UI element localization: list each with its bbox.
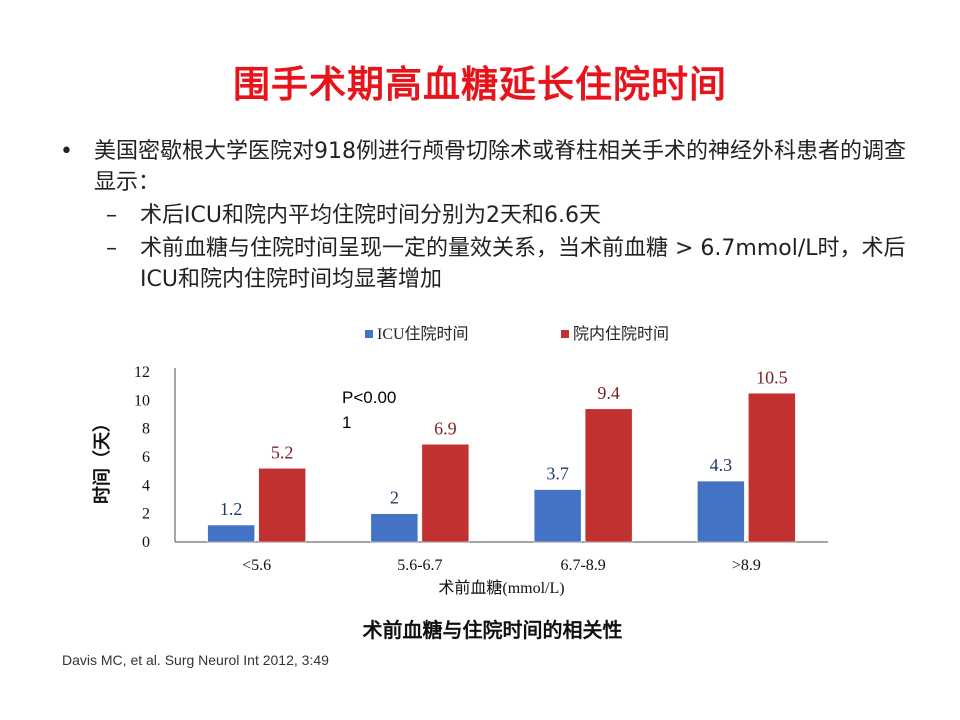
bar-chart: 0 2 4 6 8 10 12 时间（天） 1.2 5.2 <5.6 2 6.9 5.6-6.7 3.7 9.… [92, 325, 828, 597]
p-value-annotation-cont: 1 [342, 413, 351, 432]
bar-hospital [584, 408, 633, 543]
x-tick-label: <5.6 [242, 557, 271, 574]
legend-label-icu: ICU住院时间 [377, 325, 469, 343]
y-axis-title: 时间（天） [92, 414, 113, 504]
x-tick-label: 6.7-8.9 [560, 557, 605, 574]
bullet-sub-2: – 术前血糖与住院时间呈现一定的量效关系，当术前血糖 > 6.7mmol/L时，… [60, 233, 920, 295]
dash-icon: – [106, 236, 117, 261]
bar-icu [697, 480, 745, 543]
data-label-icu: 3.7 [546, 464, 569, 484]
p-value-annotation: P<0.00 [342, 388, 396, 407]
data-label-hospital: 6.9 [434, 418, 457, 438]
chart-caption: 术前血糖与住院时间的相关性 [362, 618, 623, 642]
bullet-sub-2-text: 术前血糖与住院时间呈现一定的量效关系，当术前血糖 > 6.7mmol/L时，术后… [140, 236, 906, 292]
bar-icu [370, 513, 419, 543]
reference-citation: Davis MC, et al. Surg Neurol Int 2012, 3… [62, 652, 329, 668]
bullet-main-text: 美国密歇根大学医院对918例进行颅骨切除术或脊柱相关手术的神经外科患者的调查显示… [94, 139, 906, 195]
bullet-list: • 美国密歇根大学医院对918例进行颅骨切除术或脊柱相关手术的神经外科患者的调查… [60, 136, 920, 295]
bar-icu [207, 524, 255, 543]
legend-swatch-icon [365, 330, 373, 338]
legend-label-hospital: 院内住院时间 [573, 325, 669, 343]
bar-icu [533, 489, 582, 543]
data-label-hospital: 9.4 [597, 383, 620, 403]
bullet-sub-1-text: 术后ICU和院内平均住院时间分别为2天和6.6天 [140, 203, 601, 228]
y-tick-label: 6 [142, 449, 150, 466]
bullet-sub-1: – 术后ICU和院内平均住院时间分别为2天和6.6天 [60, 200, 920, 231]
dash-icon: – [106, 203, 117, 228]
bullet-dot-icon: • [60, 139, 73, 164]
y-tick-label: 4 [142, 477, 150, 494]
data-label-icu: 4.3 [710, 455, 733, 475]
data-label-hospital: 5.2 [271, 442, 294, 462]
data-label-icu: 1.2 [220, 499, 243, 519]
x-tick-label: 5.6-6.7 [397, 557, 442, 574]
y-tick-label: 0 [142, 534, 150, 551]
y-tick-label: 2 [142, 506, 150, 523]
y-tick-label: 10 [134, 392, 150, 409]
bar-hospital [258, 468, 306, 543]
data-label-icu: 2 [390, 488, 399, 508]
legend-swatch-icon [561, 330, 569, 338]
bar-hospital [748, 393, 796, 543]
y-tick-label: 12 [134, 364, 150, 381]
y-tick-label: 8 [142, 421, 150, 438]
x-axis-title: 术前血糖(mmol/L) [438, 579, 564, 597]
data-label-hospital: 10.5 [756, 367, 788, 387]
slide-title: 围手术期高血糖延长住院时间 [233, 63, 727, 106]
bullet-main: • 美国密歇根大学医院对918例进行颅骨切除术或脊柱相关手术的神经外科患者的调查… [60, 136, 920, 198]
bar-hospital [421, 444, 470, 543]
x-tick-label: >8.9 [732, 557, 761, 574]
